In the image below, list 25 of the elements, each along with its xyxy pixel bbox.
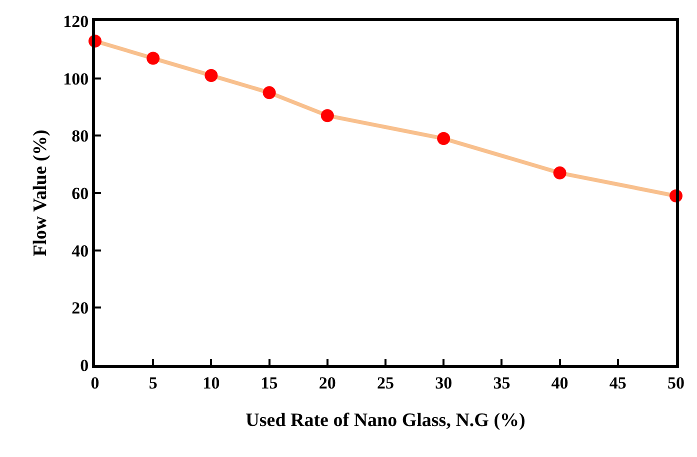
y-tick-label: 20	[72, 298, 89, 318]
x-tick-label: 20	[318, 373, 336, 392]
x-tick-label: 15	[260, 373, 278, 392]
x-tick-label: 50	[668, 373, 684, 392]
point	[262, 86, 276, 100]
x-tick-label: 10	[202, 373, 220, 392]
x-tick-label: 35	[493, 373, 510, 392]
y-tick-label: 100	[63, 69, 89, 88]
x-tick-label: 45	[609, 373, 626, 392]
y-axis-title: Flow Value (%)	[30, 130, 51, 256]
point	[204, 68, 218, 82]
y-tick-label: 120	[63, 12, 89, 31]
y-tick-label: 40	[72, 241, 89, 260]
y-tick-label: 0	[80, 356, 89, 375]
x-tick-label: 5	[148, 373, 158, 392]
x-tick-label: 25	[377, 373, 394, 392]
y-tick-label: 80	[72, 126, 89, 146]
y-tick-label: 60	[72, 184, 89, 203]
point	[553, 166, 566, 180]
x-tick-label: 30	[435, 373, 452, 392]
x-tick-label: 40	[551, 373, 568, 392]
point	[437, 132, 450, 146]
point	[146, 52, 160, 65]
point	[320, 109, 334, 122]
x-axis-title: Used Rate of Nano Glass, N.G (%)	[246, 410, 526, 432]
